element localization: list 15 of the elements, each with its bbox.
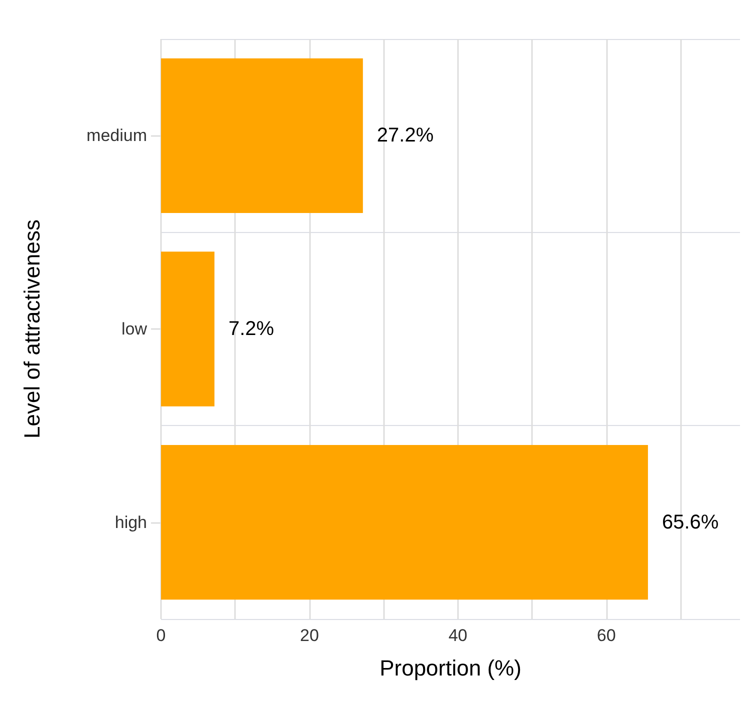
y-tick-label: low [121, 320, 148, 338]
x-tick-label: 40 [448, 626, 468, 645]
data-label: 27.2% [376, 124, 434, 147]
bar [161, 252, 214, 406]
x-axis-title: Proportion (%) [380, 656, 522, 680]
bar [161, 58, 363, 213]
y-tick-label: high [114, 512, 147, 532]
bar [161, 445, 648, 600]
x-tick-label: 20 [300, 626, 319, 645]
data-label: 65.6% [662, 511, 719, 534]
data-label: 7.2% [228, 318, 274, 340]
y-tick-label: medium [86, 126, 147, 146]
x-tick-label: 0 [156, 626, 166, 645]
y-axis-title: Level of attractiveness [20, 220, 44, 438]
x-tick-label: 60 [596, 626, 616, 645]
